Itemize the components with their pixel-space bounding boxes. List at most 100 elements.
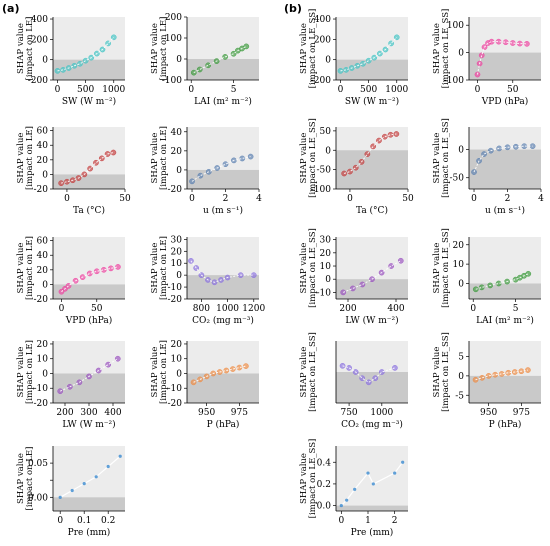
data-point [82, 57, 89, 64]
data-point [110, 149, 117, 156]
negative-region [336, 372, 408, 403]
y-tick-label: 60 [37, 237, 49, 247]
data-point [392, 365, 398, 371]
y-tick-label: 0 [458, 146, 464, 156]
panel-label-b: (b) [284, 2, 302, 15]
y-axis-label-unit: [impact on LE_SS] [441, 118, 451, 198]
y-tick-label: 10 [171, 355, 183, 365]
x-tick-label: 0 [347, 194, 353, 204]
y-axis-label: SHAP value [299, 243, 309, 294]
data-point [478, 284, 485, 291]
data-point [58, 495, 62, 499]
x-tick-label: 1 [365, 516, 371, 526]
y-tick-label: 10 [320, 262, 332, 272]
y-axis-label-unit: [impact on LE_SS] [441, 332, 451, 412]
y-tick-label: 0 [325, 56, 331, 66]
data-point [243, 363, 249, 369]
data-point [114, 355, 121, 362]
x-tick-label: 2 [223, 194, 229, 204]
x-tick-label: 50 [402, 194, 414, 204]
y-axis-label: SHAP value [299, 453, 309, 504]
x-tick-label: 0 [59, 304, 65, 314]
y-tick-label: 100 [447, 21, 464, 31]
mean-trend-line [57, 36, 115, 72]
x-tick-label: 800 [193, 304, 210, 314]
x-axis-label: LW (W m⁻²) [62, 419, 115, 430]
data-point [495, 280, 502, 287]
x-axis-label: SW (W m⁻²) [345, 96, 399, 107]
negative-region [187, 275, 259, 299]
x-tick-label: 0 [189, 194, 195, 204]
y-tick-label: 0 [42, 280, 48, 290]
x-tick-label: 2 [392, 516, 398, 526]
x-axis-label: Pre (mm) [351, 527, 394, 538]
y-tick-label: 10 [37, 355, 49, 365]
x-tick-label: 5 [231, 85, 237, 95]
x-tick-label: 975 [231, 408, 248, 418]
x-axis-label: Ta (°C) [356, 205, 388, 216]
data-point [366, 471, 370, 475]
data-point [365, 57, 372, 64]
y-tick-label: 30 [171, 235, 183, 245]
x-axis-label: P (hPa) [207, 419, 240, 430]
y-axis-label-unit: [impact on LE] [159, 236, 169, 300]
x-tick-label: 300 [80, 408, 97, 418]
mean-trend-line [59, 358, 119, 392]
y-tick-label: 30 [320, 236, 332, 246]
y-axis-label: SHAP value [150, 347, 160, 398]
negative-region [336, 59, 408, 80]
y-tick-label: 40 [171, 128, 183, 138]
y-tick-label: 10 [453, 260, 465, 270]
y-tick-label: 0.4 [317, 458, 332, 468]
y-tick-label: 200 [314, 35, 331, 45]
y-tick-label: 0 [458, 280, 464, 290]
y-axis-label-unit: [impact on LE] [25, 126, 35, 190]
y-axis-label-unit: [impact on LE] [25, 340, 35, 404]
x-tick-label: 0 [57, 516, 63, 526]
y-axis-label-unit: [impact on LE_SS] [308, 228, 318, 308]
x-axis-label: LAI (m² m⁻²) [194, 96, 252, 107]
x-tick-label: 0 [471, 194, 477, 204]
data-point [229, 366, 236, 372]
y-axis-label: SHAP value [299, 133, 309, 184]
data-point [118, 454, 122, 458]
negative-region [187, 59, 259, 80]
data-point [93, 268, 100, 275]
mean-trend-line [61, 266, 119, 293]
y-axis-label: SHAP value [432, 23, 442, 74]
negative-region [53, 174, 125, 189]
y-tick-label: -10 [34, 384, 49, 394]
mean-trend-line [191, 156, 251, 182]
negative-region [469, 149, 541, 189]
y-axis-label: SHAP value [432, 243, 442, 294]
data-point [100, 266, 107, 273]
y-tick-label: -100 [444, 76, 464, 86]
y-tick-label: 0 [176, 369, 182, 379]
x-tick-label: 950 [198, 408, 215, 418]
y-tick-label: -20 [34, 295, 49, 305]
y-axis-label-unit: [impact on LE] [159, 126, 169, 190]
data-point [345, 498, 349, 502]
x-tick-label: 50 [507, 85, 519, 95]
y-tick-label: 5 [458, 353, 464, 363]
y-tick-label: 50 [320, 127, 332, 137]
y-axis-label: SHAP value [299, 23, 309, 74]
y-axis-label-unit: [impact on LE_SS] [308, 439, 318, 519]
y-tick-label: -100 [311, 185, 331, 195]
data-point [223, 367, 230, 374]
negative-region [336, 505, 408, 511]
x-tick-label: 950 [480, 408, 497, 418]
data-point [108, 265, 114, 272]
data-point [94, 475, 98, 479]
y-tick-label: -50 [450, 174, 465, 184]
y-tick-label: 0 [42, 369, 48, 379]
negative-region [187, 169, 259, 189]
mean-trend-line [193, 45, 247, 74]
x-tick-label: 2 [505, 194, 511, 204]
y-axis-label-unit: [impact on LE] [159, 17, 169, 81]
